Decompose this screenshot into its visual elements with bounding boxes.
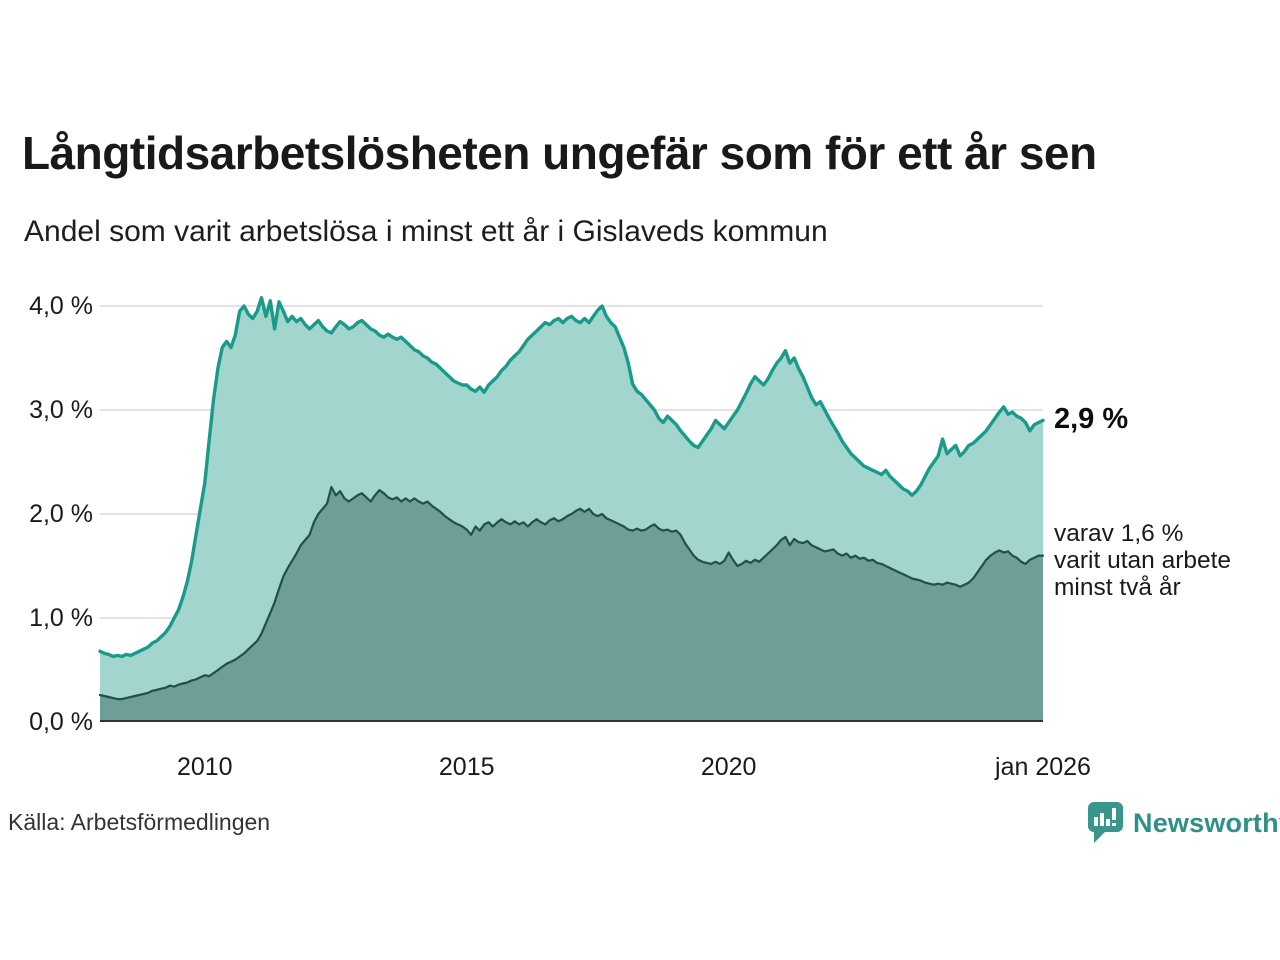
- x-tick-label: 2010: [176, 753, 233, 781]
- y-tick-label: 2,0 %: [29, 500, 93, 528]
- source-attribution: Källa: Arbetsförmedlingen: [8, 809, 271, 835]
- secondary-label-line-3: minst två år: [1054, 574, 1181, 601]
- secondary-label-line-2: varit utan arbete: [1054, 547, 1232, 574]
- chart-subtitle: Andel som varit arbetslösa i minst ett å…: [24, 215, 828, 248]
- x-tick-label: 2020: [700, 753, 757, 781]
- series-line-1: [98, 296, 1045, 659]
- end-value-label-secondary: varav 1,6 % varit utan arbete minst två …: [1054, 520, 1231, 601]
- newsworthy-wordmark: Newsworthy: [1133, 807, 1280, 838]
- y-tick-label: 4,0 %: [29, 292, 93, 320]
- chart-title: Långtidsarbetslösheten ungefär som för e…: [22, 127, 1097, 179]
- newsworthy-logo: Newsworthy: [1086, 801, 1280, 845]
- y-tick-label: 0,0 %: [29, 708, 93, 736]
- y-tick-label: 3,0 %: [29, 396, 93, 424]
- secondary-label-line-1: varav 1,6 %: [1054, 520, 1184, 547]
- y-tick-label: 1,0 %: [29, 604, 93, 632]
- end-value-label-total: 2,9 %: [1054, 403, 1129, 435]
- x-tick-label: jan 2026: [995, 753, 1091, 781]
- x-tick-label: 2015: [438, 753, 495, 781]
- newsworthy-speech-bubble-bar-chart-icon: [1088, 802, 1123, 843]
- series-line-2: [98, 485, 1045, 701]
- series-area-2: [100, 487, 1043, 722]
